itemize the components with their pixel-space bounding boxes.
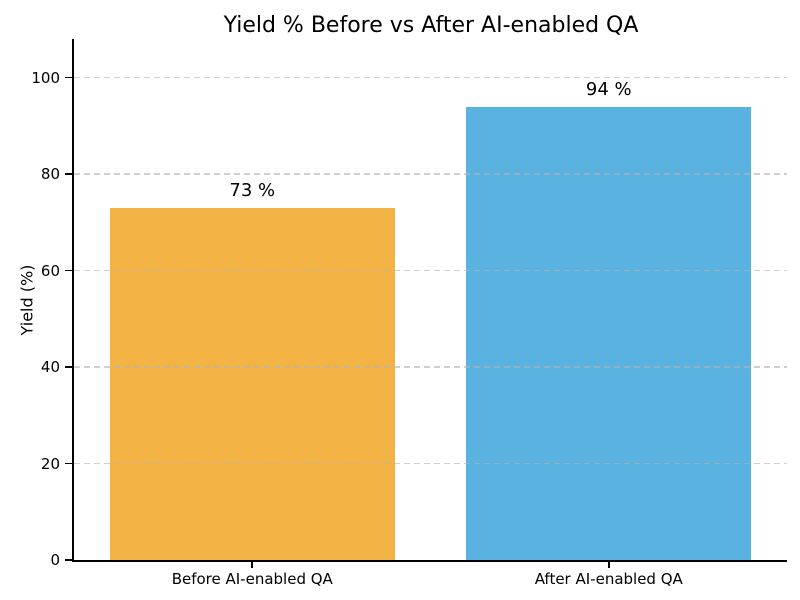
- y-tick-mark: [65, 462, 72, 465]
- x-tick-mark: [607, 562, 610, 568]
- plot-area: 73 % 94 %: [74, 39, 787, 560]
- bar: [109, 207, 395, 560]
- y-tick-mark: [65, 366, 72, 368]
- chart-title: Yield % Before vs After AI-enabled QA: [223, 13, 639, 38]
- x-axis-spine: [72, 560, 787, 562]
- gridline: [74, 269, 787, 272]
- y-tick-mark: [65, 269, 72, 272]
- gridline: [74, 173, 787, 175]
- y-tick-label: 0: [50, 551, 60, 569]
- bar: [466, 106, 752, 560]
- x-tick-label: After AI-enabled QA: [534, 570, 683, 588]
- y-axis-spine: [72, 39, 74, 562]
- x-tick-mark: [251, 562, 254, 568]
- y-tick-label: 80: [40, 165, 60, 184]
- bar-value-label: 73 %: [229, 179, 276, 201]
- gridline: [74, 76, 787, 79]
- y-tick-label: 100: [31, 68, 60, 87]
- gridline: [74, 366, 787, 368]
- y-tick-mark: [65, 173, 72, 175]
- y-tick-label: 20: [40, 454, 60, 473]
- y-tick-label: 40: [40, 358, 60, 377]
- gridline: [74, 462, 787, 465]
- x-tick-label: Before AI-enabled QA: [171, 570, 333, 588]
- y-tick-label: 60: [40, 261, 60, 280]
- y-tick-mark: [65, 76, 72, 79]
- y-tick-mark: [65, 559, 72, 561]
- bar-value-label: 94 %: [585, 78, 632, 100]
